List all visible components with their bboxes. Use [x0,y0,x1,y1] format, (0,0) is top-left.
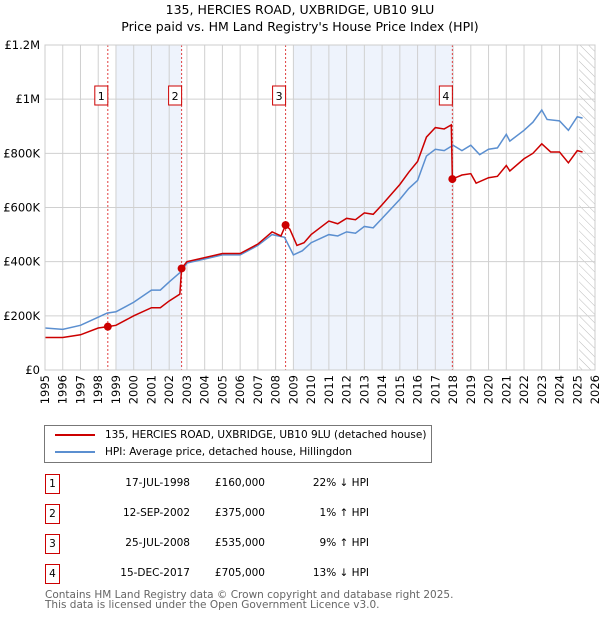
sale-date: 12-SEP-2002 [122,507,190,519]
sale-date: 15-DEC-2017 [120,567,190,579]
sale-label-box [438,85,453,106]
y-tick-label: £600K [3,201,40,215]
footer: Contains HM Land Registry data © Crown c… [45,589,454,611]
x-tick-label: 2012 [340,375,354,404]
x-tick-label: 2013 [357,375,371,404]
sale-date: 17-JUL-1998 [125,477,190,489]
x-tick-label: 1999 [109,375,123,404]
x-tick-label: 2008 [269,375,283,404]
x-tick-label: 1996 [56,375,70,404]
sale-label-box [168,85,183,106]
y-tick-label: £800K [3,146,40,160]
plot-border [44,44,596,371]
sale-point [281,221,290,230]
x-tick-label: 2021 [499,375,513,404]
sale-date: 25-JUL-2008 [125,537,190,549]
sale-point [177,264,186,273]
y-tick-label: £1M [15,92,40,106]
x-tick-label: 2016 [411,375,425,404]
x-tick-label: 1995 [38,375,52,404]
x-tick-label: 2015 [393,375,407,404]
x-tick-label: 2010 [304,375,318,404]
y-tick-label: £400K [3,255,40,269]
sale-hpi-diff: 22% ↓ HPI [312,477,369,489]
sale-label: 1 [98,90,105,103]
x-tick-label: 2003 [180,375,194,404]
x-tick-label: 2006 [233,375,247,404]
legend-swatch-red [55,434,95,436]
x-tick-label: 2020 [482,375,496,404]
legend: 135, HERCIES ROAD, UXBRIDGE, UB10 9LU (d… [44,425,432,463]
legend-item-hpi: HPI: Average price, detached house, Hill… [55,446,352,458]
x-tick-label: 2004 [198,375,212,404]
x-tick-label: 2019 [464,375,478,404]
y-tick-label: £0 [25,363,40,377]
x-tick-label: 2001 [144,375,158,404]
sale-price: £705,000 [214,567,265,579]
y-tick-label: £1.2M [4,38,40,52]
sale-number-badge: 3 [45,534,60,554]
x-tick-label: 2014 [375,375,389,404]
sale-number-badge: 4 [45,564,60,584]
sale-price: £535,000 [214,537,265,549]
sale-number-badge: 2 [45,504,60,524]
chart-title: 135, HERCIES ROAD, UXBRIDGE, UB10 9LU [165,2,435,17]
sale-price: £375,000 [214,507,265,519]
x-tick-label: 2023 [535,375,549,404]
property-price-line [45,123,583,339]
sale-hpi-diff: 9% ↑ HPI [319,537,369,549]
legend-label: 135, HERCIES ROAD, UXBRIDGE, UB10 9LU (d… [105,429,427,441]
x-tick-label: 2011 [322,375,336,404]
x-tick-label: 1998 [91,375,105,404]
x-tick-label: 2024 [553,375,567,404]
y-tick-label: £200K [3,309,40,323]
sale-hpi-diff: 13% ↓ HPI [312,567,369,579]
x-tick-label: 2009 [286,375,300,404]
x-tick-label: 2025 [570,375,584,404]
legend-swatch-blue [55,451,95,453]
sale-point [448,175,457,184]
sale-label: 3 [276,90,283,103]
sale-label-box [272,85,287,106]
x-tick-label: 2000 [127,375,141,404]
x-tick-label: 1997 [73,375,87,404]
x-tick-label: 2017 [428,375,442,404]
chart-subtitle: Price paid vs. HM Land Registry's House … [121,19,479,34]
x-tick-label: 2005 [215,375,229,404]
legend-label: HPI: Average price, detached house, Hill… [105,446,352,458]
x-tick-label: 2002 [162,375,176,404]
legend-item-property: 135, HERCIES ROAD, UXBRIDGE, UB10 9LU (d… [55,429,426,441]
sale-price: £160,000 [214,477,265,489]
x-tick-label: 2026 [588,375,600,404]
sale-label: 4 [442,90,449,103]
footer-copyright: Contains HM Land Registry data © Crown c… [45,589,454,601]
x-tick-label: 2022 [517,375,531,404]
sale-label: 2 [172,90,179,103]
sale-point [103,322,112,331]
x-tick-label: 2018 [446,375,460,404]
x-tick-label: 2007 [251,375,265,404]
hpi-line [44,108,583,331]
sale-hpi-diff: 1% ↑ HPI [319,507,369,519]
sale-label-box [94,85,109,106]
footer-licence: This data is licensed under the Open Gov… [45,599,380,611]
sale-number-badge: 1 [45,474,60,494]
